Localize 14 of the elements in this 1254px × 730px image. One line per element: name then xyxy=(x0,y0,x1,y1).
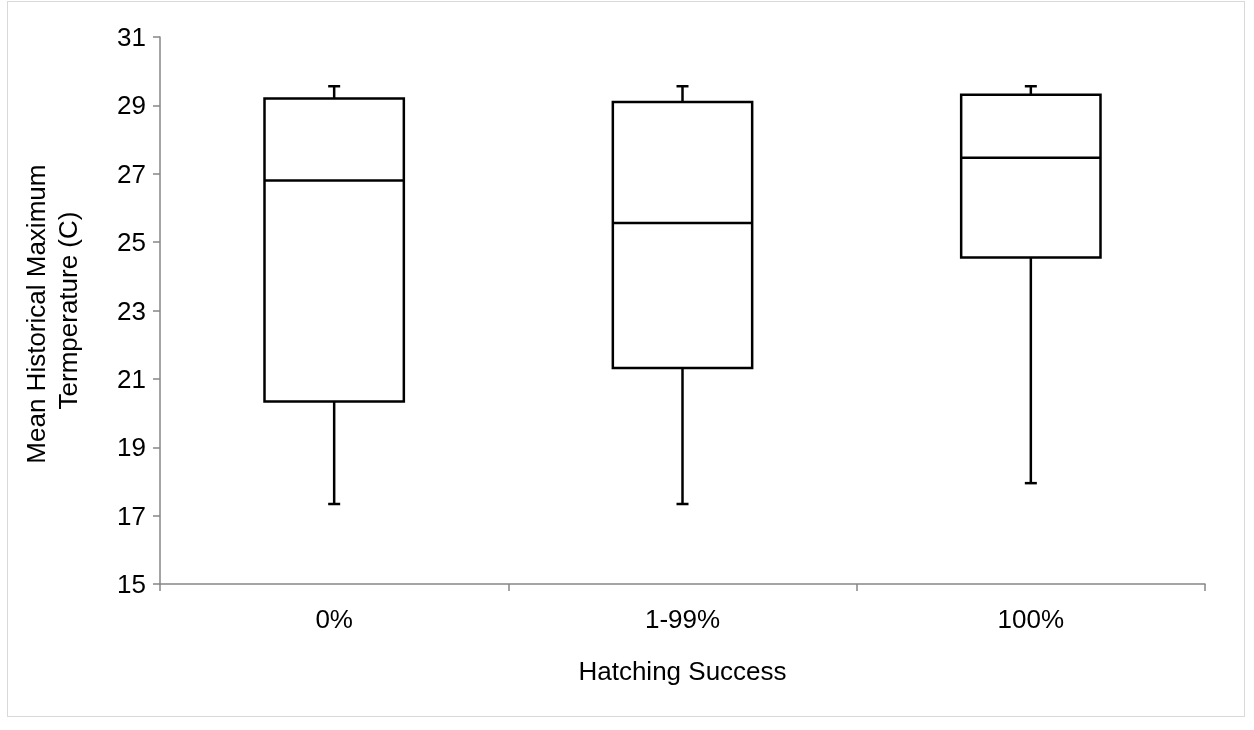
y-tick-label: 29 xyxy=(117,90,146,121)
y-tick-label: 27 xyxy=(117,158,146,189)
x-axis-title: Hatching Success xyxy=(578,656,787,686)
x-tick-label: 1-99% xyxy=(644,604,721,634)
y-tick-label: 23 xyxy=(117,295,146,326)
y-tick-label: 19 xyxy=(117,432,146,463)
x-tick-label: 0% xyxy=(315,604,353,634)
x-tick-label: 100% xyxy=(997,604,1065,634)
y-tick-label: 21 xyxy=(117,363,146,394)
y-tick-label: 31 xyxy=(117,22,146,52)
y-tick-label: 25 xyxy=(117,227,146,258)
y-tick-label: 15 xyxy=(117,569,146,599)
y-tick-label: 17 xyxy=(117,500,146,531)
y-axis-title: Mean Historical Maximum Termperature (C) xyxy=(21,157,83,464)
